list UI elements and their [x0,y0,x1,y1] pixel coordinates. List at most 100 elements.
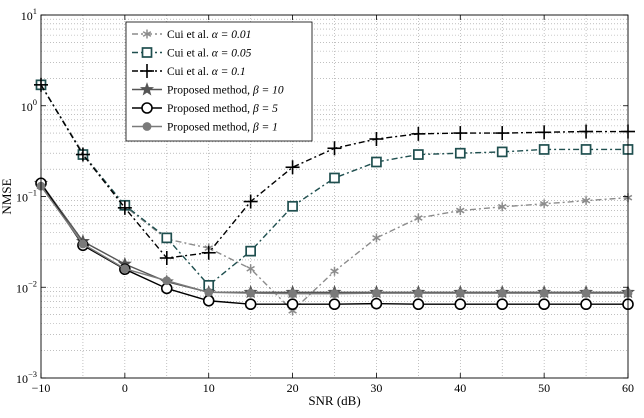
square-marker [580,144,592,155]
data-point [497,202,507,212]
square-marker [141,47,153,58]
square-marker [161,232,173,244]
x-axis-label: SNR (dB) [308,393,360,408]
legend-label: Cui et al. α = 0.1 [167,66,246,78]
legend-label: Proposed method, β = 5 [167,103,278,115]
square-marker [371,156,382,168]
data-point [454,298,467,311]
data-point [411,126,426,141]
data-point [454,147,466,159]
y-tick-exponent: −3 [28,369,37,379]
filled-circle-marker [413,288,423,298]
legend-entry: Proposed method, β = 5 [132,102,278,115]
y-tick-base: 10 [16,281,28,295]
square-marker [538,144,550,155]
filled-circle-marker [162,276,172,286]
open-circle-marker [286,298,299,311]
legend-label-math: β = 10 [252,85,284,97]
data-point [413,288,423,298]
legend-label: Cui et al. α = 0.05 [167,48,252,60]
legend-box [125,21,313,142]
y-tick-base: 10 [21,9,33,23]
open-circle-marker [580,298,592,311]
asterisk-stroke [330,268,339,275]
data-point [495,126,510,141]
data-point [117,200,132,215]
asterisk-stroke [142,31,152,37]
x-tick-label: 60 [622,381,634,395]
data-point [413,149,424,160]
data-point [580,144,592,155]
data-point [497,288,507,298]
legend-label-text: Cui et al. [167,48,212,60]
filled-circle-marker [330,289,339,299]
filled-circle-marker [142,122,152,131]
y-tick-base: 10 [16,372,28,386]
legend-entry: Cui et al. α = 0.05 [132,47,252,60]
legend-label-math: α = 0.05 [212,48,252,60]
data-point [539,288,549,298]
asterisk-stroke [456,207,465,214]
data-point [162,276,172,286]
open-circle-marker [412,298,425,311]
y-tick-label: 100 [21,97,37,114]
data-point [246,288,256,298]
x-tick-label: 50 [538,381,550,395]
y-axis-label: NMSE [0,178,14,214]
data-point [580,298,592,311]
legend-entry: Cui et al. α = 0.1 [132,64,246,78]
data-point [141,102,153,114]
asterisk-stroke [581,197,591,204]
legend-label-text: Cui et al. [167,29,212,41]
data-point [161,232,173,244]
data-point [496,146,508,158]
square-marker [496,146,508,158]
data-point [329,172,340,184]
y-tick-label: 10−2 [16,278,37,295]
data-point [372,288,381,298]
data-point [414,213,423,223]
filled-circle-marker [372,288,381,298]
open-circle-marker [244,298,257,311]
data-point [159,251,174,266]
data-point [372,233,381,243]
data-point [538,298,550,311]
square-marker [329,172,340,184]
legend-label-text: Proposed method, [167,85,253,97]
open-circle-marker [496,298,509,311]
data-point [204,287,214,297]
asterisk-stroke [372,234,381,241]
data-point [456,206,465,216]
open-circle-marker [454,298,467,311]
data-point [330,289,339,299]
star-marker [139,82,155,96]
data-point [202,294,215,307]
filled-circle-marker [581,288,591,298]
y-tick-base: 10 [16,191,28,205]
y-tick-base: 10 [21,100,33,114]
legend-label: Cui et al. α = 0.01 [167,29,251,41]
filled-circle-marker [539,288,549,298]
square-marker [245,245,256,257]
data-point [328,298,341,311]
data-point [453,126,468,141]
legend-entry: Cui et al. α = 0.01 [132,29,251,41]
data-point [579,124,594,139]
legend-label-text: Proposed method, [167,103,253,115]
filled-circle-marker [497,288,507,298]
x-tick-label: 20 [287,381,299,395]
data-point [537,125,552,140]
data-point [78,239,88,249]
data-point [370,297,383,310]
legend-label-math: β = 1 [252,122,278,134]
filled-circle-marker [246,288,256,298]
data-point [455,288,465,298]
asterisk-stroke [497,203,507,210]
square-marker [413,149,424,160]
data-point [141,47,153,58]
y-tick-exponent: 0 [33,97,37,107]
x-tick-label: −10 [32,381,51,395]
data-point [286,298,299,311]
